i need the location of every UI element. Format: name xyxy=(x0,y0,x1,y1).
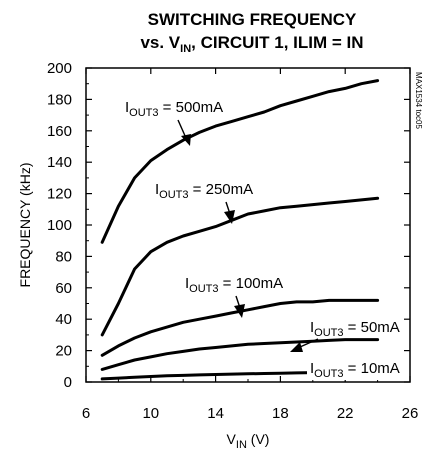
series-label-500: IOUT3 = 500mA xyxy=(125,99,223,119)
y-tick-label: 40 xyxy=(55,311,72,328)
pointer-arrow-100 xyxy=(234,304,245,318)
pointer-arrow-250 xyxy=(224,210,235,224)
y-tick-label: 160 xyxy=(47,123,72,140)
pointer-line-50 xyxy=(299,338,319,348)
x-tick-label: 14 xyxy=(207,405,224,422)
side-label: MAX1534 toc05 xyxy=(414,72,422,129)
series-label-10: IOUT3 = 10mA xyxy=(310,360,400,380)
y-tick-label: 200 xyxy=(47,60,72,77)
series-label-50: IOUT3 = 50mA xyxy=(310,319,400,339)
x-tick-label: 26 xyxy=(402,405,419,422)
series-line-3 xyxy=(100,338,380,371)
y-tick-label: 60 xyxy=(55,280,72,297)
x-tick-label: 22 xyxy=(337,405,354,422)
series-annotation-500: IOUT3 = 500mA xyxy=(122,96,223,146)
x-tick-label: 18 xyxy=(272,405,289,422)
series-annotation-10: IOUT3 = 10mA xyxy=(307,358,403,380)
series-annotation-50: IOUT3 = 50mA xyxy=(290,316,403,352)
y-tick-label: 180 xyxy=(47,91,72,108)
pointer-arrow-50 xyxy=(290,342,303,352)
y-tick-label: 100 xyxy=(47,217,72,234)
x-tick-labels: 6 10 14 18 22 26 xyxy=(82,405,419,422)
y-tick-label: 20 xyxy=(55,343,72,360)
y-tick-label: 0 xyxy=(64,374,72,391)
series-annotation-100: IOUT3 = 100mA xyxy=(182,272,286,318)
x-tick-label: 6 xyxy=(82,405,90,422)
series-label-100: IOUT3 = 100mA xyxy=(185,275,283,295)
series-line-1 xyxy=(100,196,380,337)
y-tick-label: 140 xyxy=(47,154,72,171)
y-tick-label: 120 xyxy=(47,186,72,203)
y-axis-label: FREQUENCY (kHz) xyxy=(17,163,33,288)
x-axis-label: VIN (V) xyxy=(227,431,270,451)
chart-title-line1: SWITCHING FREQUENCY xyxy=(148,10,357,29)
pointer-line-500 xyxy=(177,119,187,139)
y-tick-labels: 0 20 40 60 80 100 120 140 160 180 200 xyxy=(47,60,72,391)
x-tick-label: 10 xyxy=(142,405,159,422)
pointer-arrow-500 xyxy=(181,134,191,146)
series-annotation-250: IOUT3 = 250mA xyxy=(152,178,254,224)
y-tick-label: 80 xyxy=(55,248,72,265)
series-label-250: IOUT3 = 250mA xyxy=(155,181,253,201)
axis-ticks xyxy=(85,67,411,383)
chart-title-line2: vs. VIN, CIRCUIT 1, ILIM = IN xyxy=(140,33,363,55)
series-line-0 xyxy=(100,79,380,244)
series-lines xyxy=(100,79,380,381)
